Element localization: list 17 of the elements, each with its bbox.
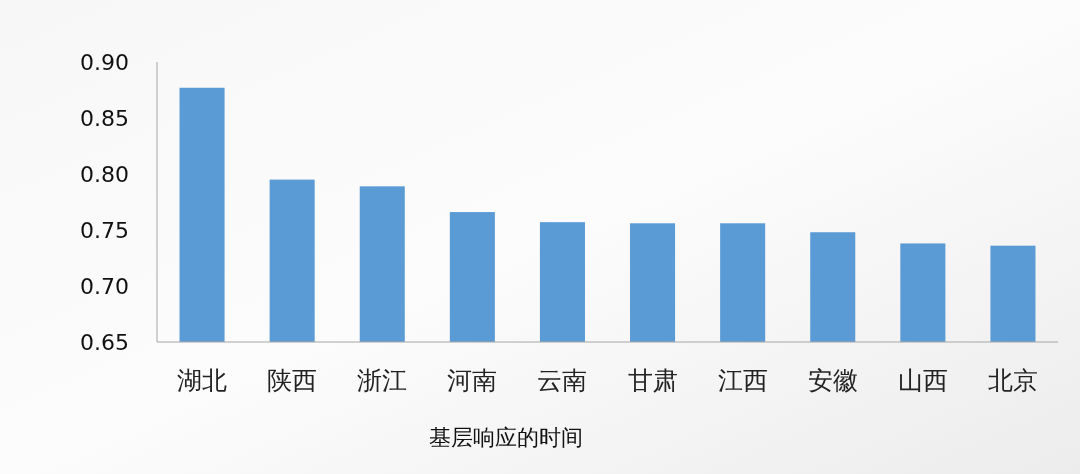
y-tick-label: 0.80 [80,161,129,187]
y-tick-label: 0.85 [80,105,129,131]
x-axis-title: 基层响应的时间 [429,424,583,450]
y-tick-label: 0.75 [80,217,129,243]
x-tick-label: 山西 [897,365,948,395]
x-tick-label: 河南 [447,365,498,395]
y-tick-label: 0.70 [80,273,129,299]
x-tick-label: 甘肃 [627,365,678,395]
x-tick-label: 湖北 [177,365,228,395]
x-tick-label: 云南 [537,365,588,395]
y-tick-label: 0.90 [80,49,129,75]
x-tick-label: 安徽 [807,365,858,395]
y-tick-label: 0.65 [80,329,129,355]
x-tick-label: 北京 [987,365,1038,395]
x-tick-label: 江西 [717,365,768,395]
x-tick-label: 浙江 [357,365,408,395]
x-tick-label: 陕西 [267,365,318,395]
